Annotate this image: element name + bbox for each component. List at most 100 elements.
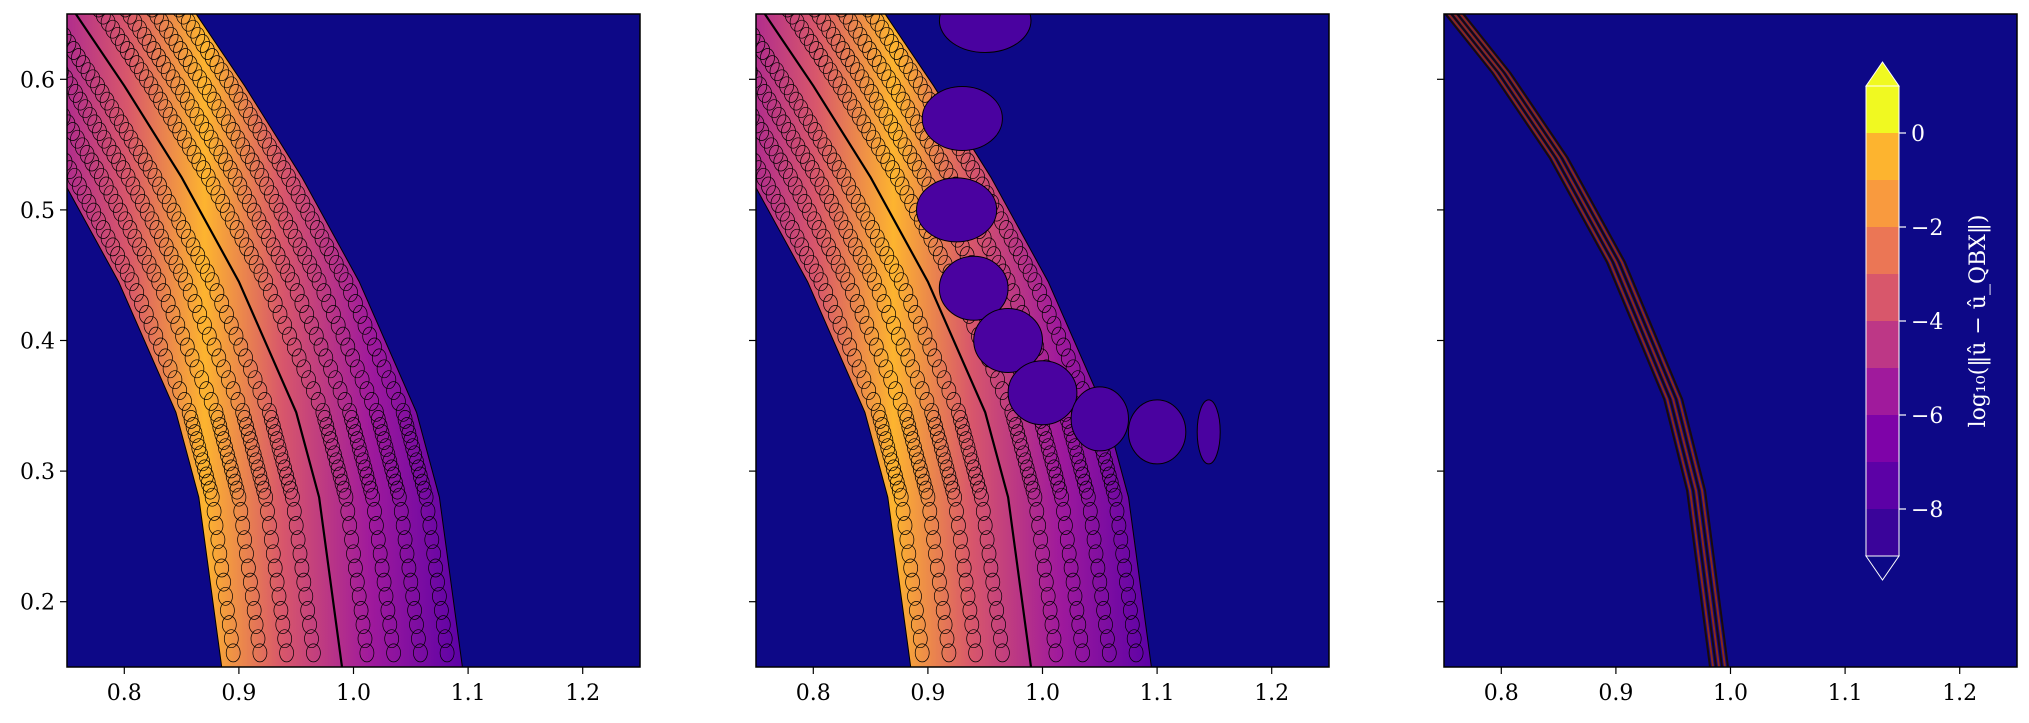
contour-arc (889, 473, 905, 493)
contour-arc (849, 62, 865, 82)
contour-arc (74, 137, 90, 157)
contour-arc (285, 487, 300, 507)
contour-arc (864, 326, 879, 346)
contour-arc (1119, 572, 1134, 592)
contour-arc (409, 452, 424, 472)
contour-arc (134, 62, 149, 82)
x-tick-label: 0.8 (1484, 681, 1519, 706)
contour-arc (286, 502, 302, 521)
contour-arc (808, 14, 820, 18)
contour-arc (225, 381, 241, 400)
contour-arc (868, 91, 884, 111)
contour-arc (252, 381, 268, 400)
contour-arc (699, 77, 713, 95)
contour-arc (109, 106, 125, 126)
contour-arc (372, 417, 388, 436)
contour-arc (223, 459, 239, 479)
contour-arc (67, 65, 69, 78)
contour-arc (167, 370, 183, 390)
contour-arc (407, 601, 422, 620)
contour-arc (177, 392, 192, 411)
contour-arc (227, 473, 243, 493)
contour-arc (99, 91, 115, 111)
contour-arc (756, 108, 760, 125)
contour-arc (173, 41, 188, 60)
contour-arc (1046, 629, 1062, 649)
contour-arc (405, 586, 421, 606)
contour-arc (798, 106, 814, 126)
contour-arc (247, 370, 263, 390)
contour-arc (789, 14, 805, 32)
panel-1: 0.8 0.9 1.0 1.1 1.2 0.2 0.3 0.4 0.5 0.6 (20, 13, 641, 706)
contour-arc (376, 431, 392, 450)
colorbar-tick-label: −4 (1911, 310, 1943, 335)
contour-arc (888, 466, 903, 486)
contour-arc (873, 99, 889, 119)
contour-arc (106, 145, 122, 164)
contour-arc (265, 544, 281, 564)
contour-arc (209, 55, 225, 74)
contour-arc (275, 615, 291, 634)
contour-arc (856, 0, 870, 10)
band-stripe (1447, 14, 1714, 667)
contour-arc (803, 0, 817, 10)
contour-arc (1027, 487, 1043, 507)
contour-arc (893, 487, 909, 507)
contour-arc (854, 305, 870, 324)
contour-arc (1086, 530, 1102, 550)
contour-arc (1073, 629, 1089, 649)
contour-arc (271, 438, 287, 458)
colorbar-segment (1866, 462, 1899, 509)
contour-arc (890, 326, 906, 346)
contour-arc (734, 49, 748, 67)
x-tick-label: 0.9 (221, 681, 256, 706)
contour-arc (401, 424, 417, 443)
contour-arc (212, 544, 228, 564)
contour-arc (186, 145, 202, 164)
contour-arc (110, 26, 125, 46)
contour-arc (35, 34, 49, 52)
contour-arc (225, 122, 241, 141)
contour-arc (351, 586, 367, 606)
contour-arc (143, 76, 159, 96)
contour-arc (878, 106, 894, 126)
contour-arc (244, 152, 260, 172)
contour-arc (1016, 445, 1031, 465)
contour-arc (200, 41, 215, 60)
contour-arc (48, 13, 62, 31)
contour-arc (926, 410, 941, 429)
contour-arc (1008, 417, 1024, 436)
contour-arc (192, 305, 208, 324)
contour-arc (727, 0, 741, 17)
contour-arc (349, 572, 365, 592)
contour-arc (876, 424, 892, 443)
contour-arc (281, 473, 296, 493)
contour-arc (151, 272, 167, 292)
contour-arc (223, 629, 239, 649)
contour-arc (204, 487, 220, 507)
contour-arc (34, 115, 48, 133)
contour-arc (286, 337, 302, 357)
contour-arc (316, 283, 332, 302)
contour-arc (252, 643, 268, 663)
contour-arc (903, 558, 919, 578)
contour-arc (210, 410, 226, 429)
contour-arc (893, 272, 909, 292)
contour-arc (194, 114, 210, 134)
contour-arc (239, 417, 254, 436)
contour-arc (964, 615, 980, 634)
contour-arc (219, 305, 234, 324)
contour-arc (221, 114, 236, 134)
contour-arc (330, 459, 346, 479)
contour-arc (153, 337, 168, 357)
contour-arc (332, 466, 348, 486)
contour-arc (238, 99, 253, 119)
contour-arc (869, 14, 885, 32)
contour-arc (868, 337, 884, 357)
contour-arc (1058, 516, 1073, 535)
contour-arc (756, 114, 765, 134)
contour-arc (935, 601, 951, 620)
contour-arc (866, 392, 881, 411)
contour-arc (918, 480, 934, 500)
contour-arc (328, 452, 344, 472)
